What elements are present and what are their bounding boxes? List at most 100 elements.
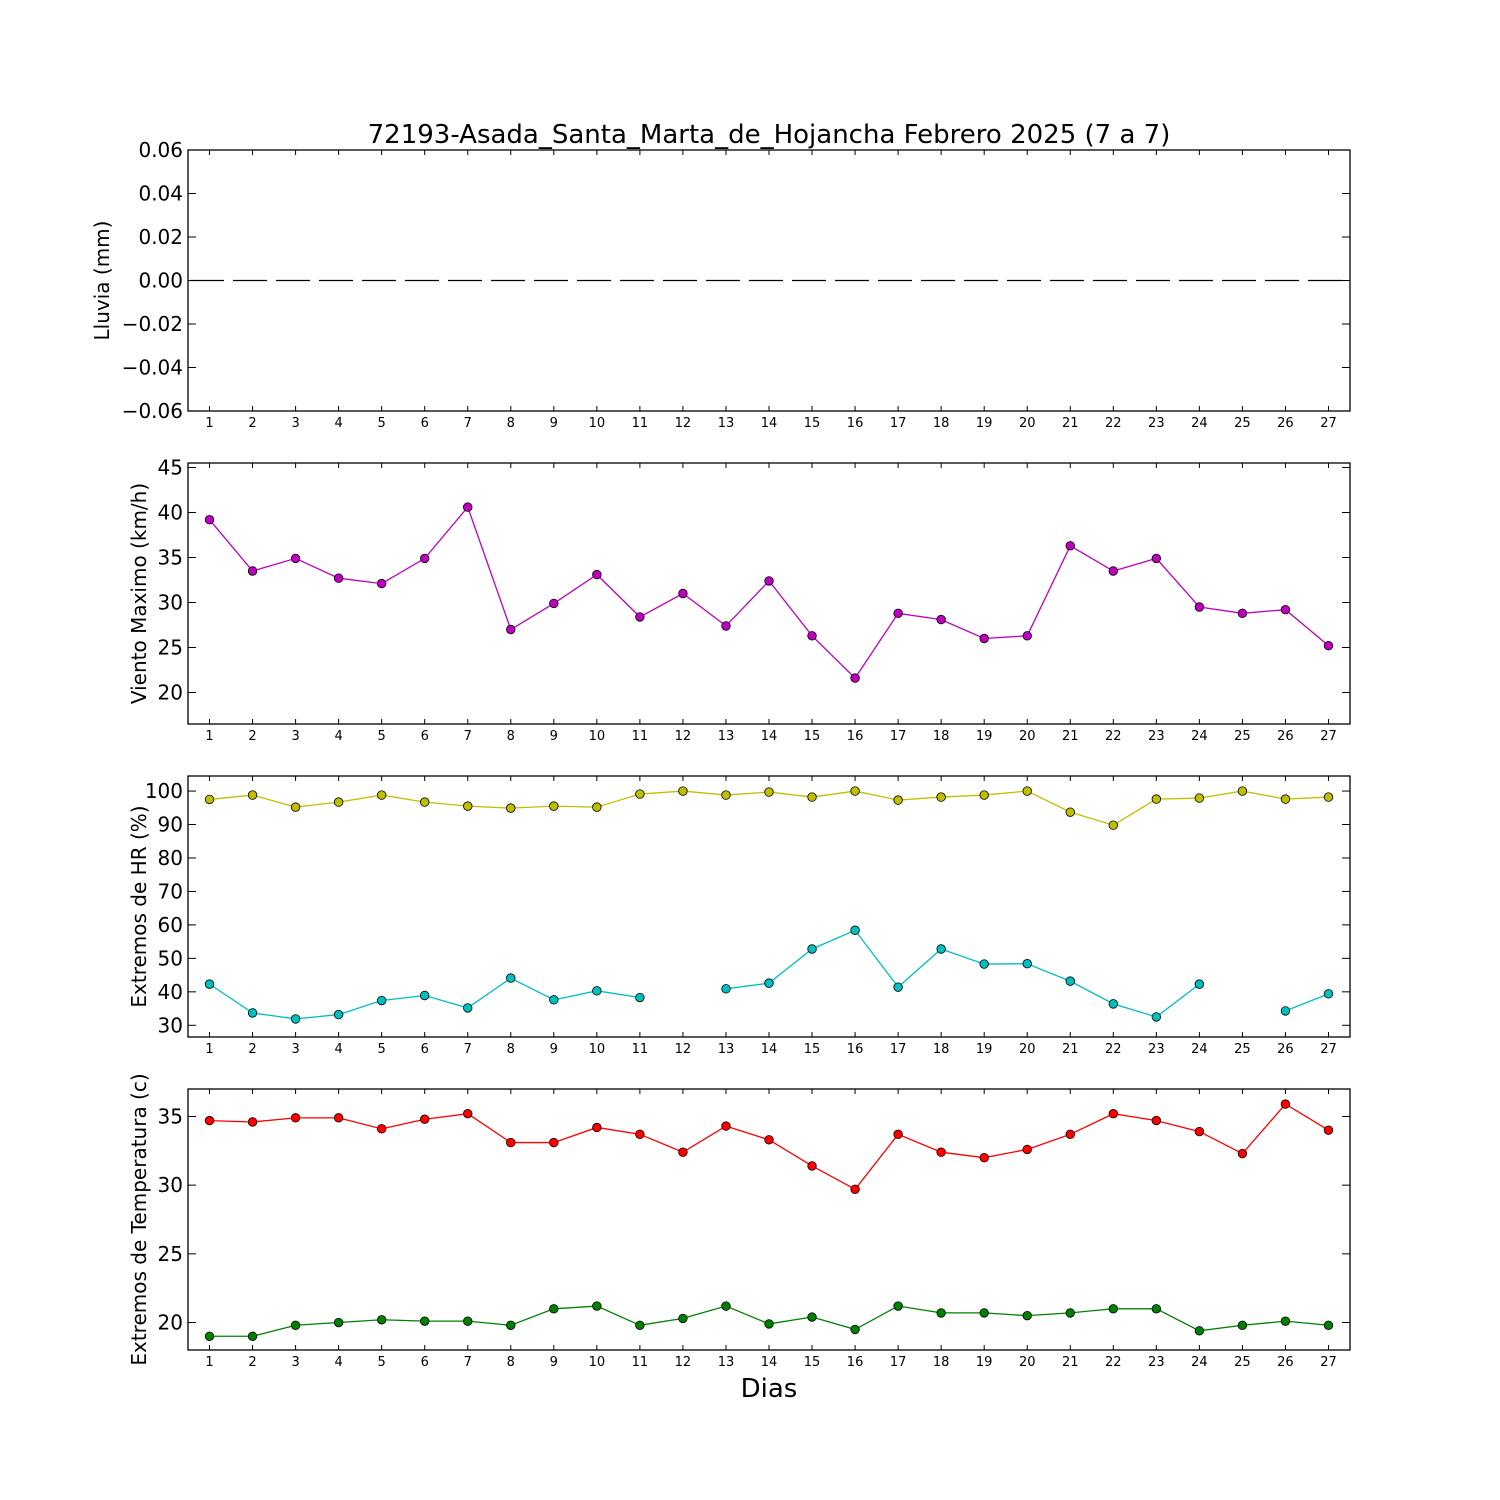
data-point [247,566,258,576]
data-point [1280,1099,1291,1109]
y-tick-label: 30 [158,591,183,615]
data-point [1022,631,1032,641]
x-tick-label: 19 [976,729,993,744]
y-tick-label: 80 [158,846,183,870]
data-point [247,790,258,800]
x-tick-label: 13 [718,416,735,431]
y-tick-label: 0.02 [138,225,183,249]
x-tick-label: 23 [1148,1042,1165,1057]
x-tick-label: 5 [378,416,386,431]
x-tick-label: 14 [761,1042,778,1057]
data-point [1194,979,1205,989]
data-point [376,790,387,800]
x-tick-label: 11 [632,729,649,744]
data-point [1194,602,1205,612]
x-tick-label: 10 [589,729,606,744]
data-point [1108,820,1118,830]
x-tick-label: 5 [378,1355,386,1370]
x-tick-label: 5 [378,729,386,744]
x-tick-label: 12 [675,1355,692,1370]
x-tick-label: 22 [1105,729,1122,744]
x-tick-label: 4 [334,729,342,744]
data-point [247,1117,258,1127]
data-point [764,1319,774,1329]
y-tick-label: 35 [158,546,183,570]
data-point [1194,1326,1205,1336]
x-tick-label: 17 [890,1042,907,1057]
x-tick-label: 4 [334,1355,342,1370]
data-point [764,576,774,586]
x-tick-label: 18 [933,729,950,744]
series-temp_min [204,1301,1334,1341]
y-tick-label: 100 [145,779,183,803]
series-hr_max [204,786,1334,830]
chart-title: 72193-Asada_Santa_Marta_de_Hojancha Febr… [368,120,1171,150]
data-point [463,801,473,811]
x-tick-label: 9 [550,729,558,744]
data-point [1065,541,1075,551]
x-tick-label: 6 [421,1042,429,1057]
data-point [1151,1115,1162,1126]
data-point [204,1331,215,1341]
data-point [1323,1125,1334,1135]
series-hr_min [204,925,1334,1024]
data-point [721,984,731,994]
x-tick-label: 17 [890,1355,907,1370]
data-point [290,1320,301,1330]
data-point [893,795,903,805]
y-tick-label: 70 [158,879,183,903]
x-tick-label: 25 [1234,1355,1251,1370]
x-tick-label: 8 [507,416,515,431]
x-tick-label: 20 [1019,416,1036,431]
y-axis-label: Extremos de Temperatura (c) [127,1073,151,1365]
data-point [979,1152,989,1163]
data-point [936,1147,946,1157]
data-point [807,792,817,802]
data-point [979,1308,989,1318]
data-point [721,1121,731,1131]
data-point [549,801,559,811]
x-tick-label: 14 [761,1355,778,1370]
data-point [1108,999,1118,1009]
x-tick-label: 23 [1148,729,1165,744]
data-point [506,1137,516,1148]
data-point [979,633,989,644]
data-point [549,1304,559,1314]
x-tick-label: 26 [1277,729,1294,744]
data-point [635,789,645,799]
x-tick-label: 4 [334,1042,342,1057]
x-tick-label: 25 [1234,729,1251,744]
x-tick-label: 22 [1105,416,1122,431]
data-point [678,1313,688,1324]
data-point [1280,605,1291,615]
data-point [678,786,688,796]
data-point [1323,989,1334,999]
x-tick-label: 16 [847,1355,864,1370]
x-tick-label: 16 [847,416,864,431]
x-tick-label: 6 [421,729,429,744]
data-point [1022,959,1032,969]
x-tick-label: 5 [378,1042,386,1057]
data-point [204,1115,215,1126]
data-point [936,614,946,625]
data-point [333,1317,344,1328]
data-point [506,1320,516,1330]
x-tick-label: 26 [1277,416,1294,431]
data-point [678,588,688,599]
data-point [290,802,301,812]
x-tick-label: 24 [1191,1355,1208,1370]
data-point [635,612,645,622]
x-tick-label: 11 [632,416,649,431]
y-axis-label: Viento Maximo (km/h) [127,483,151,704]
data-point [893,608,903,619]
data-point [721,621,731,631]
x-tick-label: 7 [464,1355,472,1370]
x-tick-label: 3 [291,1042,299,1057]
x-tick-label: 1 [205,416,213,431]
data-point [850,786,860,796]
y-tick-label: 35 [158,1104,183,1128]
y-tick-label: 0.04 [138,182,183,206]
x-tick-label: 7 [464,729,472,744]
x-tick-label: 18 [933,1042,950,1057]
